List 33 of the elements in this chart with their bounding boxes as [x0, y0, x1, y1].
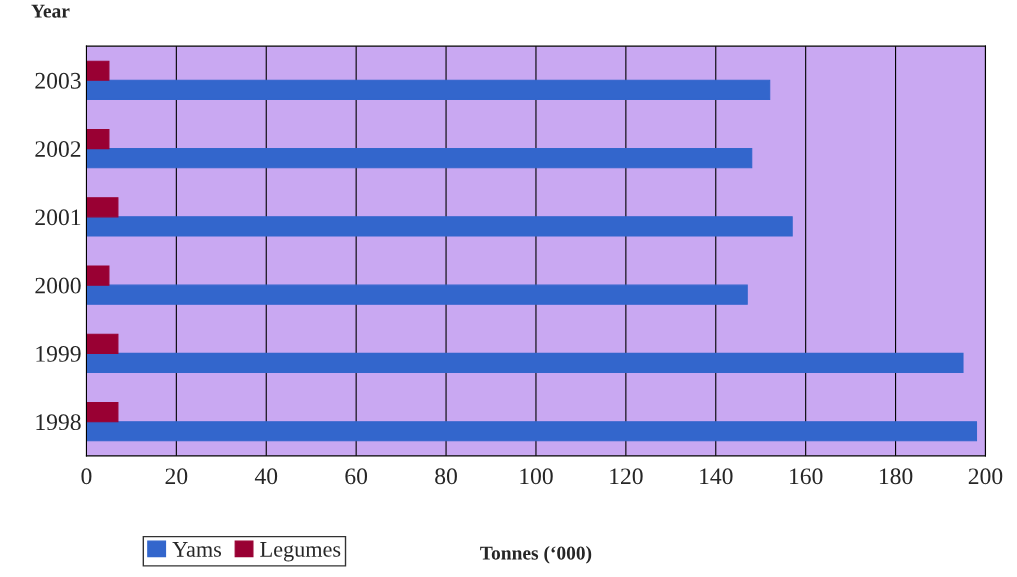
legend-label: Yams [172, 542, 222, 557]
x-tick-label: 0 [81, 468, 92, 485]
x-tick-label: 100 [520, 468, 553, 485]
bar [86, 421, 978, 442]
y-tick-label: 2003 [35, 72, 81, 89]
x-tick-label: 20 [165, 468, 188, 485]
x-tick-label: 140 [700, 468, 733, 485]
bar [86, 148, 753, 169]
bar [86, 216, 793, 237]
y-tick-label: 2002 [35, 141, 81, 157]
bar [86, 333, 119, 354]
bar [86, 284, 748, 305]
y-tick-label: 2000 [35, 277, 81, 294]
y-axis-title: Year [31, 4, 70, 18]
x-tick-label: 160 [790, 468, 823, 485]
legend-label: Legumes [260, 542, 341, 562]
y-tick-label: 1998 [36, 414, 81, 431]
x-tick-label: 60 [345, 468, 368, 485]
bar [86, 79, 771, 100]
x-tick-label: 180 [879, 468, 913, 485]
bar [86, 352, 964, 374]
bar [86, 128, 110, 150]
y-tick-label: 2001 [35, 209, 81, 226]
bar [86, 197, 119, 218]
x-tick-label: 40 [254, 468, 278, 485]
y-tick-label: 1999 [36, 345, 81, 362]
x-tick-label: 80 [435, 468, 457, 485]
bar [86, 60, 110, 81]
bar [86, 402, 119, 423]
bar [86, 265, 110, 286]
x-tick-label: 200 [968, 468, 1003, 485]
x-axis-title: Tonnes (‘000) [480, 545, 592, 564]
x-tick-label: 120 [610, 468, 643, 485]
